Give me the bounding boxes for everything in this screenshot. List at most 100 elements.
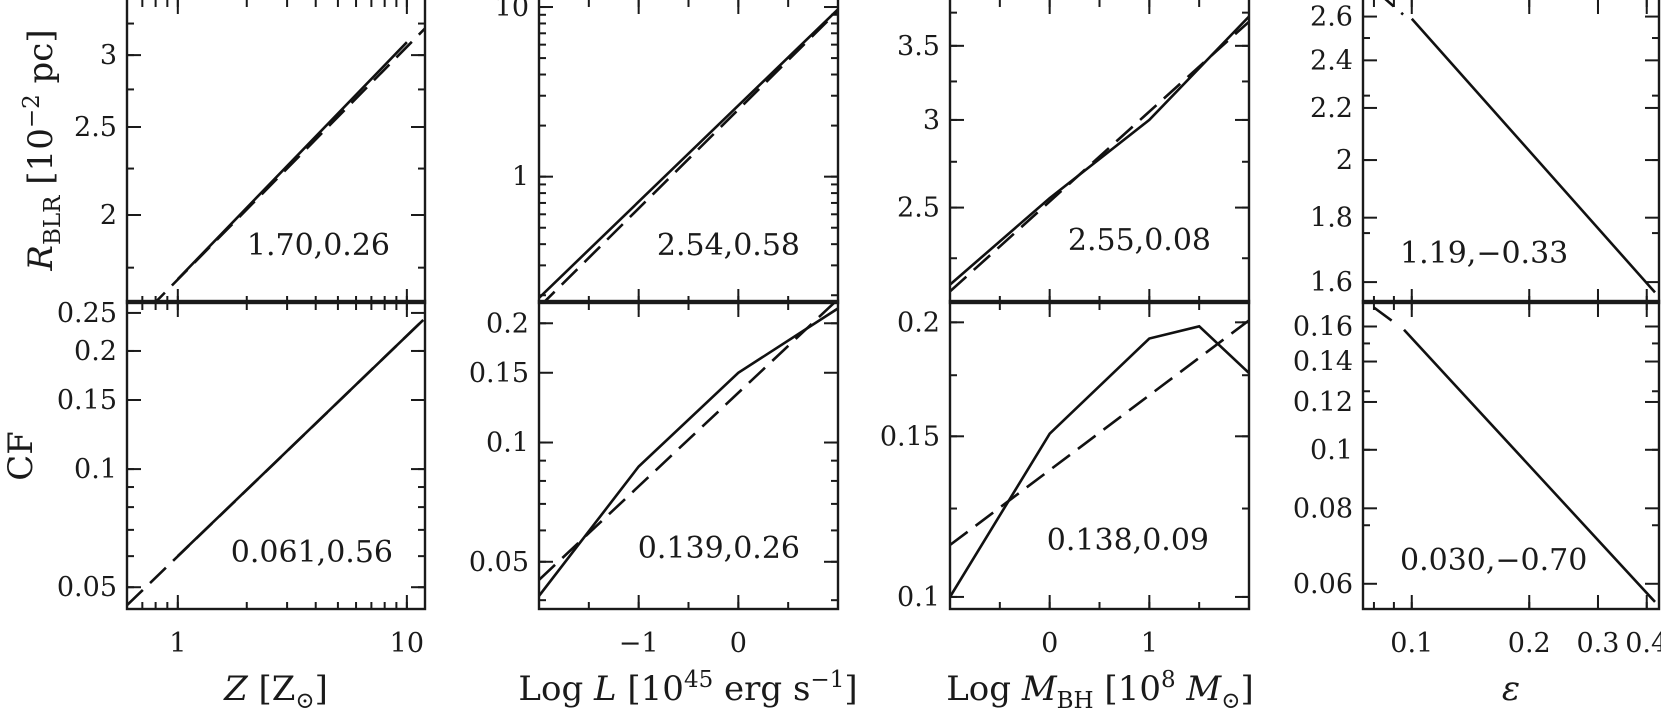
x-axis-label-1: Log L [1045 erg s−1] (518, 667, 857, 709)
x-axis-label-3-part: ε (1502, 669, 1520, 709)
panel-frame (125, 299, 427, 611)
fit-annotation: 0.139,0.26 (638, 531, 800, 566)
panel-cf-3: 0.06 0.08 0.1 0.12 0.14 0.16 0.1 0.2 0.3 0.4 0.030… (1293, 299, 1661, 659)
y-tick-label: 0.15 (469, 358, 529, 389)
y-tick-label: 0.16 (1293, 312, 1353, 343)
solid-line (1410, 17, 1656, 294)
fit-annotation: 2.55,0.08 (1068, 223, 1211, 258)
y-axis-label-rblr-part: −2 (19, 94, 45, 128)
y-tick-label: 0.1 (486, 428, 529, 459)
y-tick-label: 0.15 (880, 421, 940, 452)
dashed-line (152, 27, 425, 303)
panel-frame (1361, 0, 1661, 305)
y-tick-label: 1 (512, 162, 529, 193)
y-tick-label: 2.5 (74, 112, 117, 143)
x-axis-label-2-part: ] (1241, 669, 1254, 709)
x-axis-label-2-part (1176, 669, 1187, 709)
fit-annotation: 2.54,0.58 (657, 228, 800, 263)
panel-frame (125, 0, 427, 305)
x-axis-label-0-part: [Z (248, 669, 296, 709)
fit-annotation: 0.061,0.56 (231, 535, 393, 570)
y-axis-label-rblr-part: R (21, 245, 61, 272)
panel-frame (537, 299, 840, 611)
y-tick-label: 0.25 (57, 298, 117, 329)
y-axis-label-rblr-part: [10 (21, 128, 61, 195)
fit-annotation: 1.19,−0.33 (1400, 236, 1568, 271)
x-tick-label: 1 (169, 628, 186, 659)
y-axis-label-rblr: RBLR [10−2 pc] (19, 29, 66, 271)
panel-rblr-1: 1 10 2.54,0.58 (495, 0, 840, 305)
x-axis-label-0: Z [Z⊙] (223, 669, 328, 714)
y-tick-label: 1.6 (1310, 267, 1353, 298)
y-tick-label: 0.1 (1310, 435, 1353, 466)
panel-frame (948, 299, 1251, 611)
x-tick-label: 10 (390, 628, 424, 659)
y-axis-label-rblr-part: pc] (21, 29, 61, 94)
y-tick-label: 10 (495, 0, 529, 23)
x-tick-label: 0.3 (1577, 628, 1620, 659)
x-axis-label-2-part: M (1021, 669, 1058, 709)
fit-annotation: 0.030,−0.70 (1400, 543, 1587, 578)
panel-rblr-0: 2 2.5 3 1.70,0.26 (74, 0, 427, 305)
dashed-line (950, 319, 1249, 547)
y-tick-label: 0.14 (1293, 347, 1353, 378)
y-tick-label: 0.12 (1293, 387, 1353, 418)
y-tick-label: 0.06 (1293, 569, 1353, 600)
y-tick-label: 3 (100, 40, 117, 71)
x-axis-label-2-part: BH (1057, 688, 1094, 714)
dashed-line (1373, 306, 1399, 326)
panel-cf-0: 0.05 0.1 0.15 0.2 0.25 1 10 0.061,0.56 (57, 298, 427, 659)
x-tick-label: −1 (619, 628, 659, 659)
y-tick-label: 3 (923, 105, 940, 136)
x-axis-label-2-part: M (1185, 669, 1222, 709)
y-tick-label: 1.8 (1310, 203, 1353, 234)
x-axis-label-2-part: 8 (1161, 667, 1176, 693)
y-tick-label: 0.05 (57, 572, 117, 603)
x-axis-label-2: Log MBH [108 M⊙] (946, 667, 1254, 714)
x-axis-label-3: ε (1502, 669, 1520, 709)
panel-cf-2: 0.1 0.15 0.2 0 1 0.138,0.09 (880, 299, 1251, 659)
y-tick-label: 0.2 (486, 308, 529, 339)
x-tick-label: 0.2 (1508, 628, 1551, 659)
y-tick-label: 0.2 (897, 307, 940, 338)
dashed-line (1384, 0, 1404, 16)
solid-line (950, 324, 1249, 598)
x-tick-label: 0 (730, 628, 747, 659)
dashed-line (127, 318, 425, 607)
x-axis-label-2-part: [10 (1094, 669, 1161, 709)
y-tick-label: 2 (100, 200, 117, 231)
solid-line (539, 307, 838, 597)
solid-line (539, 8, 838, 299)
y-tick-label: 2.4 (1310, 45, 1353, 76)
y-tick-label: 2.5 (897, 193, 940, 224)
x-axis-label-1-part: erg s (713, 669, 810, 709)
x-tick-label: 1 (1141, 628, 1158, 659)
x-axis-label-2-part: Log (946, 669, 1022, 709)
x-axis-label-1-part: [10 (617, 669, 684, 709)
panel-rblr-2: 2.5 3 3.5 2.55,0.08 (897, 0, 1251, 305)
x-tick-label: 0.1 (1390, 628, 1433, 659)
fit-annotation: 0.138,0.09 (1047, 523, 1209, 558)
y-tick-label: 0.15 (57, 385, 117, 416)
x-axis-label-1-part: 45 (684, 667, 713, 693)
x-axis-label-0-part: ] (315, 669, 328, 709)
x-tick-label: 0 (1041, 628, 1058, 659)
y-tick-label: 0.05 (469, 547, 529, 578)
y-tick-label: 2 (1336, 145, 1353, 176)
x-axis-label-0-part: Z (223, 669, 249, 709)
dashed-line (950, 20, 1249, 293)
x-axis-label-2-part: ⊙ (1221, 688, 1240, 714)
panel-rblr-3: 1.6 1.8 2 2.2 2.4 2.6 1.19,−0.33 (1310, 0, 1661, 305)
fit-annotation: 1.70,0.26 (247, 228, 390, 263)
x-axis-label-1-part: −1 (810, 667, 844, 693)
dashed-line (539, 303, 836, 581)
x-axis-label-1-part: L (593, 669, 617, 709)
y-axis-label-rblr-part: BLR (40, 195, 66, 245)
y-tick-label: 2.2 (1310, 93, 1353, 124)
y-tick-label: 0.2 (74, 336, 117, 367)
solid-line (176, 41, 408, 281)
y-tick-label: 0.1 (74, 454, 117, 485)
y-tick-label: 2.6 (1310, 2, 1353, 33)
y-tick-label: 0.1 (897, 582, 940, 613)
